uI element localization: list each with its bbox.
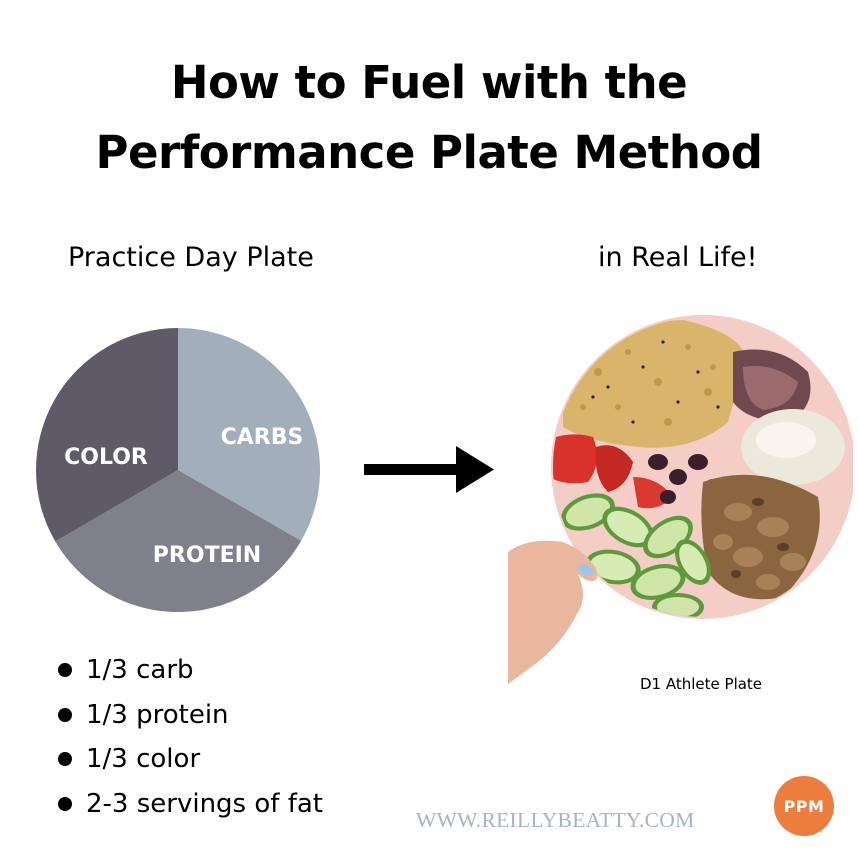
list-item: 2-3 servings of fat	[58, 782, 323, 827]
plate-guidelines-list: 1/3 carb 1/3 protein 1/3 color 2-3 servi…	[58, 648, 323, 826]
practice-day-heading: Practice Day Plate	[68, 242, 314, 273]
pie-label-protein: PROTEIN	[153, 543, 261, 568]
real-life-plate-photo	[508, 315, 853, 684]
bullet-icon	[58, 752, 72, 767]
title-line-2: Performance Plate Method	[95, 126, 763, 179]
hand	[508, 540, 598, 684]
pie-label-carbs: CARBS	[221, 425, 304, 450]
title-line-1: How to Fuel with the	[170, 56, 688, 109]
photo-caption: D1 Athlete Plate	[640, 675, 763, 693]
plate-pie-chart: CARBS PROTEIN COLOR	[35, 328, 320, 612]
bullet-icon	[58, 796, 72, 811]
ppm-logo: PPM	[774, 776, 834, 836]
list-item: 1/3 color	[58, 737, 323, 782]
page-title: How to Fuel with the Performance Plate M…	[0, 48, 858, 188]
list-item: 1/3 protein	[58, 693, 323, 738]
pie-slice-carbs	[178, 328, 320, 541]
website-url[interactable]: WWW.REILLYBEATTY.COM	[416, 808, 695, 832]
bullet-icon	[58, 663, 72, 678]
real-life-heading: in Real Life!	[598, 242, 758, 273]
fingernail	[578, 564, 594, 576]
right-arrow-icon	[364, 446, 494, 493]
pie-label-color: COLOR	[64, 445, 148, 470]
pie-slice-color	[35, 328, 178, 542]
pie-slice-protein	[55, 470, 302, 612]
list-item: 1/3 carb	[58, 648, 323, 693]
bullet-icon	[58, 707, 72, 722]
